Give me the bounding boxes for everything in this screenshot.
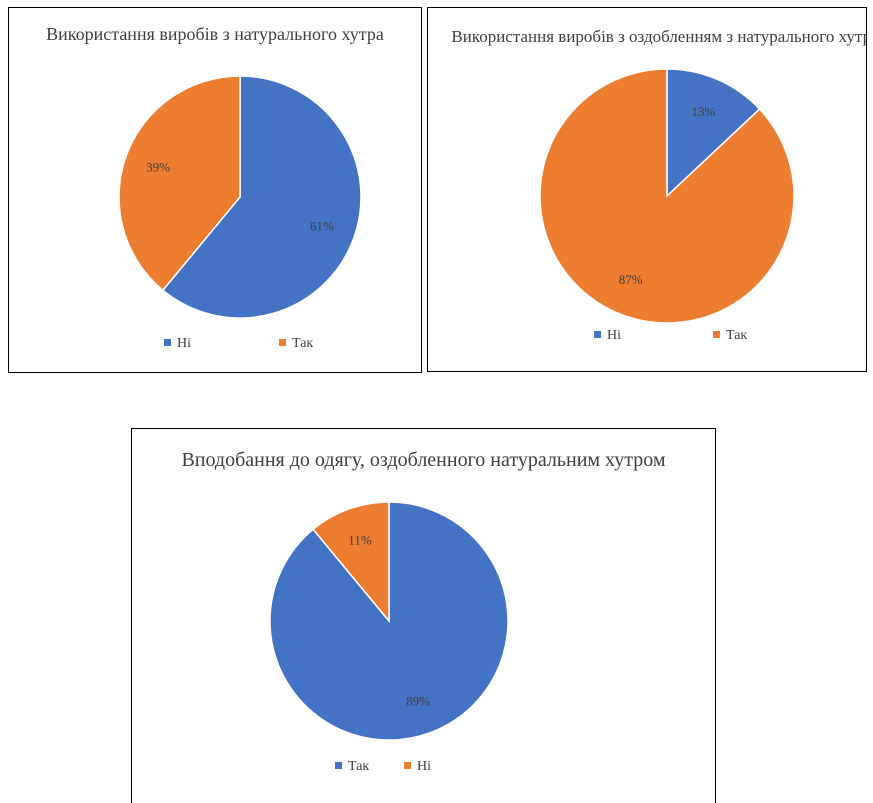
pie-slice-Так [539,68,795,324]
pie-chart-fur-trim-preference: 89% 11% Так Ні [269,501,509,774]
data-label: 87% [619,272,643,287]
pie-chart-fur-products: 61% 39% Ні Так [118,75,362,351]
legend-label: Ні [177,336,191,351]
pie-chart-fur-trim-products: 13% 87% Ні Так [539,68,795,343]
chart-title: Вподобання до одягу, оздобленного натура… [181,449,666,471]
pie-slice-Ні [312,501,390,624]
data-label: 61% [310,219,334,234]
legend-label: Так [292,336,313,351]
pie-slice-Так [118,75,241,292]
data-label: 13% [691,104,715,119]
chart-panel-fur-trim-preference: Вподобання до одягу, оздобленного натура… [131,428,716,803]
legend-label: Ні [607,328,621,343]
data-label: 11% [348,532,372,547]
data-label: 39% [146,159,170,174]
legend-swatch [279,339,286,346]
chart-panel-fur-trim-products: Використання виробів з оздобленням з нат… [427,7,867,372]
data-label: 89% [406,694,430,709]
chart-title: Використання виробів з оздобленням з нат… [451,27,867,46]
legend-swatch [594,331,601,338]
legend-label: Так [726,328,747,343]
legend-swatch [164,339,171,346]
pie-slice-Ні [161,75,362,319]
legend-label: Так [348,759,369,774]
legend-swatch [335,762,342,769]
legend-label: Ні [417,759,431,774]
chart-title: Використання виробів з натурального хутр… [46,24,384,44]
chart-panel-fur-products: Використання виробів з натурального хутр… [8,7,422,373]
legend-swatch [404,762,411,769]
pie-slice-Ні [666,68,761,198]
legend-swatch [713,331,720,338]
